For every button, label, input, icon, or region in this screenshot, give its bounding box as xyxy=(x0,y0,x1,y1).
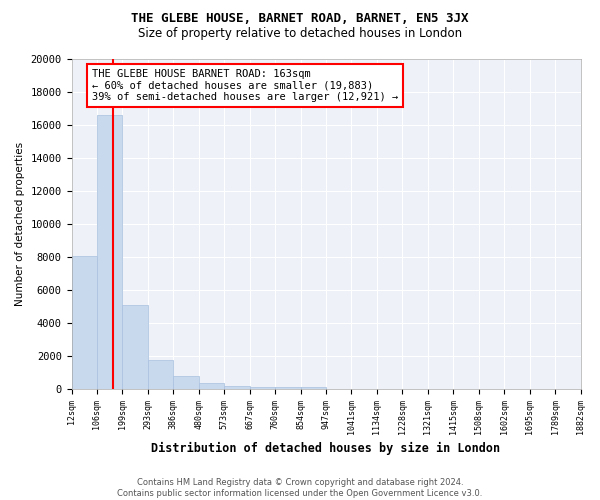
Bar xyxy=(97,115,122,389)
Text: Size of property relative to detached houses in London: Size of property relative to detached ho… xyxy=(138,28,462,40)
Bar xyxy=(250,387,275,389)
Bar xyxy=(199,382,224,389)
Bar xyxy=(122,304,148,389)
Text: THE GLEBE HOUSE BARNET ROAD: 163sqm
← 60% of detached houses are smaller (19,883: THE GLEBE HOUSE BARNET ROAD: 163sqm ← 60… xyxy=(92,69,398,102)
Bar xyxy=(71,256,97,389)
Text: Contains HM Land Registry data © Crown copyright and database right 2024.
Contai: Contains HM Land Registry data © Crown c… xyxy=(118,478,482,498)
Bar xyxy=(301,387,326,389)
Text: THE GLEBE HOUSE, BARNET ROAD, BARNET, EN5 3JX: THE GLEBE HOUSE, BARNET ROAD, BARNET, EN… xyxy=(131,12,469,26)
Y-axis label: Number of detached properties: Number of detached properties xyxy=(15,142,25,306)
X-axis label: Distribution of detached houses by size in London: Distribution of detached houses by size … xyxy=(151,442,500,455)
Bar xyxy=(224,386,250,389)
Bar xyxy=(275,387,301,389)
Bar xyxy=(148,360,173,389)
Bar xyxy=(173,376,199,389)
